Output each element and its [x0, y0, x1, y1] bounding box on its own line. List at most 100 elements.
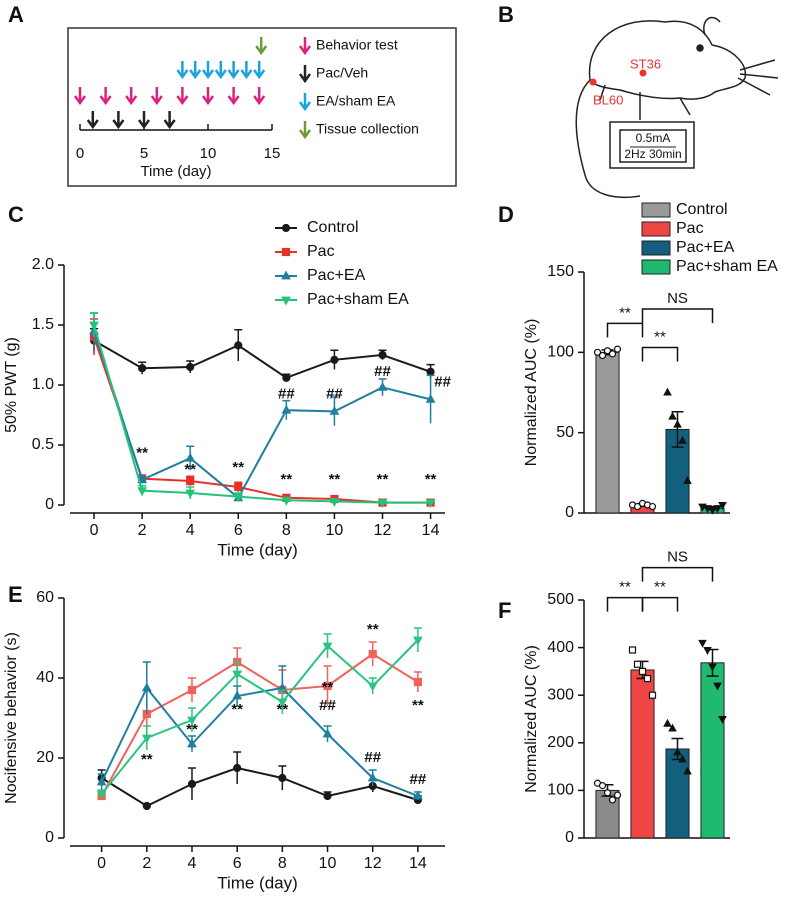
- event-arrow: [201, 87, 215, 106]
- stimulator-label: 0.5mA: [636, 131, 671, 145]
- data-point: [378, 350, 387, 360]
- y-axis-label: Normalized AUC (%): [523, 645, 540, 793]
- data-point: [668, 723, 677, 732]
- data-point: [377, 499, 388, 509]
- data-point: [603, 789, 612, 797]
- data-point: [613, 345, 622, 353]
- legend-label: Pac+sham EA: [676, 258, 778, 275]
- significance-label: **: [654, 579, 666, 596]
- data-point: [322, 728, 333, 738]
- y-tick-label: 0: [565, 829, 574, 846]
- annotation: **: [322, 679, 334, 696]
- data-point: [678, 754, 687, 763]
- annotation: **: [136, 444, 148, 461]
- data-point: [613, 791, 622, 799]
- data-point: [89, 321, 99, 331]
- data-point: [233, 493, 244, 503]
- data-point: [185, 489, 196, 499]
- data-point: [703, 646, 712, 655]
- legend-marker: [281, 223, 291, 233]
- annotation: **: [329, 471, 341, 488]
- significance-label: NS: [667, 549, 688, 566]
- legend-label: Pac: [307, 243, 335, 260]
- data-point: [413, 790, 423, 800]
- event-arrow: [176, 61, 189, 80]
- annotation: **: [141, 751, 153, 768]
- x-tick-label: 2: [138, 522, 147, 539]
- data-point: [638, 667, 647, 676]
- y-tick-label: 200: [547, 734, 574, 751]
- data-point: [673, 747, 682, 756]
- series-line: [93, 324, 431, 504]
- data-point: [425, 393, 436, 403]
- annotation: ##: [410, 771, 427, 788]
- panel-label: A: [8, 2, 24, 27]
- series-line: [93, 330, 431, 500]
- data-point: [187, 716, 197, 726]
- event-arrow: [125, 87, 138, 106]
- x-tick-label: 0: [97, 855, 106, 872]
- data-point: [185, 452, 196, 462]
- data-point: [413, 636, 423, 646]
- series-line: [101, 766, 419, 808]
- data-point: [232, 670, 243, 680]
- y-tick-label: 150: [547, 263, 574, 280]
- data-point: [426, 367, 435, 376]
- series-line: [93, 339, 431, 379]
- annotation: **: [186, 721, 198, 738]
- data-point: [663, 387, 672, 396]
- data-point: [329, 405, 340, 415]
- series-line: [100, 686, 419, 797]
- x-axis-label: Time (day): [217, 873, 298, 892]
- annotation: **: [425, 471, 437, 488]
- data-point: [593, 348, 602, 356]
- significance-bracket: [641, 596, 679, 612]
- x-tick-label: 10: [200, 145, 217, 162]
- y-tick-label: 0: [565, 504, 574, 521]
- y-tick-label: 100: [547, 782, 574, 799]
- data-point: [598, 782, 607, 790]
- acupoint-label: ST36: [630, 56, 661, 71]
- data-point: [648, 691, 657, 699]
- event-arrow: [227, 61, 240, 80]
- x-axis-label: Time (day): [140, 163, 211, 180]
- data-point: [608, 350, 617, 358]
- event-arrow: [112, 111, 125, 130]
- event-arrow: [150, 87, 163, 106]
- data-point: [186, 476, 195, 486]
- significance-bracket: [606, 596, 644, 612]
- data-point: [187, 685, 197, 695]
- data-point: [282, 373, 291, 382]
- y-axis-label: Normalized AUC (%): [523, 319, 540, 467]
- data-point: [608, 796, 617, 804]
- event-arrow: [189, 61, 202, 80]
- legend-arrow: [298, 93, 312, 112]
- x-tick-label: 0: [90, 522, 99, 539]
- data-point: [708, 663, 717, 672]
- data-point: [413, 677, 422, 687]
- panel-label: E: [8, 582, 23, 607]
- panel-label: D: [498, 202, 514, 227]
- y-tick-label: 1.0: [32, 376, 54, 393]
- y-tick-label: 0: [45, 496, 54, 513]
- event-arrow: [255, 37, 268, 56]
- data-point: [234, 482, 243, 492]
- legend-swatch: [641, 240, 671, 256]
- x-tick-label: 10: [319, 855, 337, 872]
- x-tick-label: 10: [326, 522, 344, 539]
- data-point: [281, 496, 292, 506]
- legend-marker: [281, 296, 291, 306]
- data-point: [187, 738, 197, 748]
- data-point: [713, 505, 722, 514]
- data-point: [628, 646, 637, 654]
- data-point: [377, 381, 388, 391]
- annotation: **: [277, 701, 289, 718]
- x-tick-label: 0: [76, 145, 84, 162]
- annotation: ##: [278, 386, 295, 403]
- legend-arrow: [298, 37, 312, 56]
- bar: [595, 351, 620, 514]
- event-arrow: [86, 111, 99, 130]
- data-point: [329, 498, 340, 507]
- data-point: [96, 776, 107, 786]
- annotation: **: [184, 461, 196, 478]
